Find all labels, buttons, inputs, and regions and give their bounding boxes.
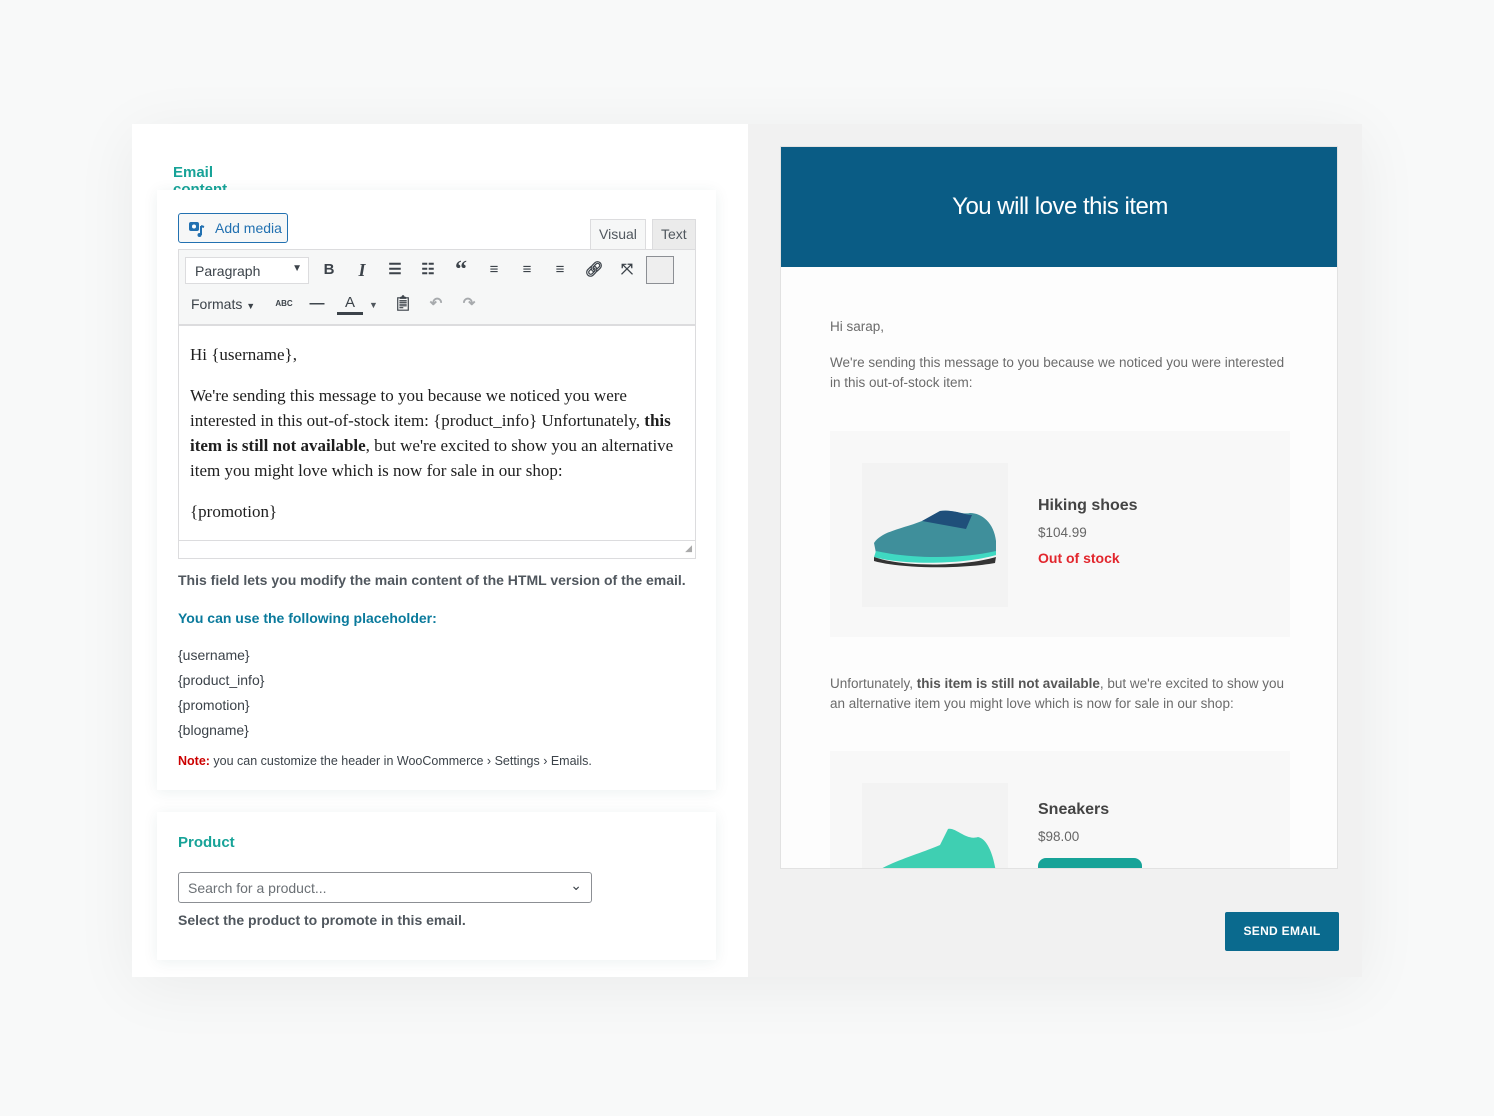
bold-icon[interactable]: B (323, 261, 335, 278)
formats-menu[interactable]: Formats ▼ (191, 296, 255, 312)
product-name: Hiking shoes (1038, 497, 1138, 514)
toolbar-toggle-icon[interactable] (646, 256, 674, 284)
placeholder-title: You can use the following placeholder: (178, 610, 437, 626)
email-header-title: You will love this item (781, 147, 1337, 267)
placeholder-item: {product_info} (178, 672, 265, 688)
horizontal-line-icon[interactable]: — (309, 295, 325, 312)
caret-down-icon: ▼ (292, 263, 302, 274)
resize-grip-icon[interactable]: ◢ (685, 543, 692, 553)
redo-icon[interactable]: ↷ (462, 295, 476, 312)
add-media-button[interactable]: Add media (178, 213, 288, 243)
send-email-button[interactable]: SEND EMAIL (1225, 912, 1339, 951)
tab-email-content[interactable]: Email content (157, 153, 285, 198)
product-help-text: Select the product to promote in this em… (178, 912, 466, 928)
editor-content[interactable]: Hi {username}, We're sending this messag… (179, 328, 695, 540)
align-center-icon[interactable]: ≡ (522, 261, 532, 278)
tab-text[interactable]: Text (652, 219, 696, 249)
settings-panel: Email content Add media Visual Text Para… (132, 124, 748, 977)
product-box-sneakers: Sneakers $98.00 (830, 751, 1290, 868)
resize-handle[interactable]: ◢ (179, 540, 695, 558)
content-text: We're sending this message to you becaus… (190, 386, 645, 430)
body-bold: this item is still not available (916, 676, 1100, 691)
format-select-value: Paragraph (195, 263, 261, 279)
product-price: $104.99 (1038, 525, 1087, 540)
email-body: Unfortunately, this item is still not av… (830, 674, 1295, 714)
content-bold: this item is still not available (190, 411, 671, 455)
italic-icon[interactable]: I (358, 260, 366, 280)
media-icon (189, 222, 205, 237)
note-text: you can customize the header in WooComme… (209, 754, 592, 768)
search-placeholder: Search for a product... (188, 880, 327, 896)
bullet-list-icon[interactable]: ☰ (388, 261, 402, 278)
note-label: Note: (178, 754, 210, 768)
add-media-label: Add media (215, 220, 282, 236)
chevron-down-icon: ⌄ (570, 877, 582, 893)
numbered-list-icon[interactable]: ☷ (421, 261, 435, 278)
hiking-shoe-image (862, 463, 1008, 607)
editor-toolbar: Paragraph ▼ B I ☰ ☷ “ ≡ ≡ ≡ 🔗︎ ⤧ Formats … (179, 250, 695, 326)
content-promotion: {promotion} (190, 502, 278, 521)
link-icon[interactable]: 🔗︎ (584, 261, 604, 278)
undo-icon[interactable]: ↶ (429, 295, 443, 312)
caret-down-icon[interactable]: ▼ (369, 300, 378, 310)
align-left-icon[interactable]: ≡ (489, 261, 499, 278)
product-search-select[interactable]: Search for a product... ⌄ (178, 872, 592, 903)
placeholder-item: {promotion} (178, 697, 250, 713)
blockquote-icon[interactable]: “ (455, 257, 467, 283)
email-greeting: Hi sarap, (830, 319, 885, 334)
help-text: This field lets you modify the main cont… (178, 572, 686, 588)
body-text: , but we're excited to show you an alter… (830, 676, 1285, 711)
paragraph-format-select[interactable]: Paragraph ▼ (185, 257, 309, 284)
product-card: Product Search for a product... ⌄ Select … (157, 812, 716, 960)
text-color-icon[interactable]: A (337, 291, 363, 315)
tab-visual[interactable]: Visual (590, 219, 646, 249)
rich-text-editor: Paragraph ▼ B I ☰ ☷ “ ≡ ≡ ≡ 🔗︎ ⤧ Formats … (178, 249, 696, 559)
formats-label: Formats (191, 296, 243, 312)
product-box-hiking: Hiking shoes $104.99 Out of stock (830, 431, 1290, 637)
placeholder-item: {blogname} (178, 722, 249, 738)
email-content-card: Add media Visual Text Paragraph ▼ B I ☰ ☷… (157, 190, 716, 790)
product-title: Product (178, 834, 235, 851)
caret-down-icon: ▼ (246, 301, 256, 311)
product-name: Sneakers (1038, 801, 1110, 818)
align-right-icon[interactable]: ≡ (555, 261, 565, 278)
fullscreen-icon[interactable]: ⤧ (620, 261, 633, 278)
strikethrough-icon[interactable]: ABC (275, 299, 293, 308)
out-of-stock-badge: Out of stock (1038, 550, 1120, 566)
sneaker-image (862, 783, 1008, 868)
body-text: Unfortunately, (830, 676, 917, 691)
placeholder-item: {username} (178, 647, 250, 663)
content-body: We're sending this message to you becaus… (190, 383, 684, 483)
preview-panel: You will love this item Hi sarap, We're … (748, 124, 1362, 977)
shop-now-button[interactable] (1038, 858, 1142, 868)
product-price: $98.00 (1038, 829, 1080, 844)
content-greeting: Hi {username}, (190, 345, 297, 364)
email-preview: You will love this item Hi sarap, We're … (780, 146, 1338, 869)
content-text: , but we're excited to show you an alter… (190, 436, 674, 480)
note: Note: you can customize the header in Wo… (178, 754, 592, 768)
email-intro: We're sending this message to you becaus… (830, 355, 1285, 390)
paste-text-icon[interactable]: 📋︎ (393, 295, 413, 312)
main-panel: Email content Add media Visual Text Para… (132, 124, 1362, 977)
